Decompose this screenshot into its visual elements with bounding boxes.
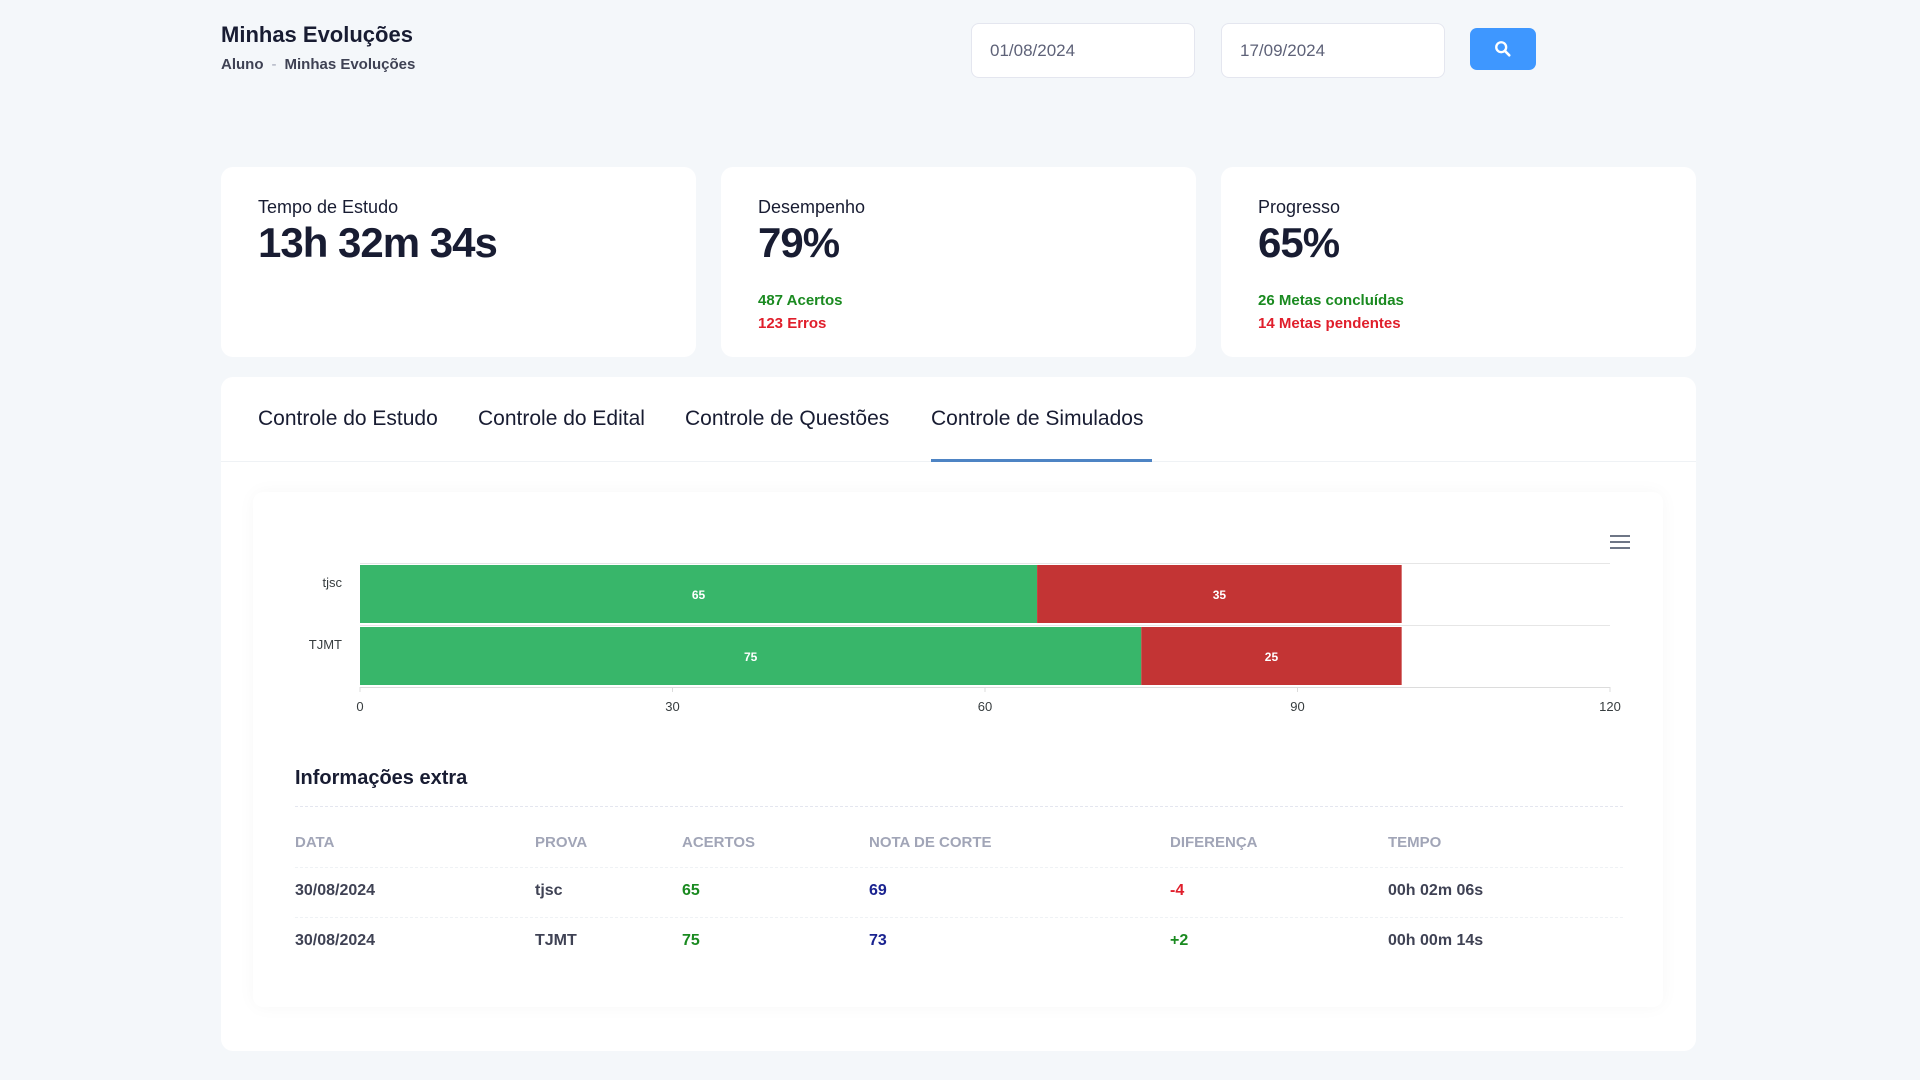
bar-data-label: 75 [744,650,758,664]
breadcrumb-item-current: Minhas Evoluções [284,56,416,73]
hamburger-menu-icon[interactable] [1610,535,1630,551]
cell-exam: TJMT [535,932,577,949]
goals-pending: 14 Metas pendentes [1258,315,1401,332]
breadcrumb-item-aluno[interactable]: Aluno [221,56,264,73]
progress-label: Progresso [1258,197,1341,217]
cell-diff: +2 [1170,932,1189,949]
cell-date: 30/08/2024 [295,882,376,899]
performance-label: Desempenho [758,197,866,217]
column-header-prova: PROVA [535,834,588,851]
cell-time: 00h 00m 14s [1388,932,1484,949]
category-label: TJMT [309,637,342,652]
tab-controle-de-simulados[interactable]: Controle de Simulados [931,407,1144,430]
column-header-acertos: ACERTOS [682,834,756,851]
category-label: tjsc [323,575,343,590]
column-header-diferenca: DIFERENÇA [1170,834,1258,851]
bar-segment [360,565,1038,623]
errors-count: 123 Erros [758,315,827,332]
start-date-input[interactable] [971,23,1195,78]
simulados-bar-chart: 0 30 60 90 120 tjsc 65 35 TJMT 75 25 [309,563,1621,714]
cell-hits: 75 [682,932,700,949]
cell-date: 30/08/2024 [295,932,376,949]
section-divider [295,806,1623,807]
study-time-card: Tempo de Estudo 13h 32m 34s [221,167,696,357]
search-button[interactable] [1470,28,1536,70]
performance-card: Desempenho 79% 487 Acertos 123 Erros [721,167,1196,357]
active-tab-indicator [931,459,1152,462]
cell-exam: tjsc [535,882,563,899]
page-header: Minhas Evoluções Aluno - Minhas Evoluçõe… [221,22,415,73]
search-icon [1495,41,1511,57]
bar-data-label: 35 [1213,588,1227,602]
bar-data-label: 25 [1265,650,1279,664]
cell-cutoff: 69 [869,882,887,899]
progress-card: Progresso 65% 26 Metas concluídas 14 Met… [1221,167,1696,357]
bar-segment [1141,627,1402,685]
end-date-input[interactable] [1221,23,1445,78]
extra-info-title: Informações extra [295,767,468,789]
hits-count: 487 Acertos [758,292,843,309]
tab-controle-do-edital[interactable]: Controle do Edital [478,407,645,430]
row-divider [295,867,1623,868]
progress-value: 65% [1258,219,1340,266]
breadcrumb-separator: - [271,56,277,73]
breadcrumb: Aluno - Minhas Evoluções [221,56,415,73]
tab-controle-do-estudo[interactable]: Controle do Estudo [258,407,438,430]
tab-controle-de-questoes[interactable]: Controle de Questões [685,407,890,430]
x-tick-label: 60 [978,699,992,714]
column-header-nota-de-corte: NOTA DE CORTE [869,834,992,851]
cell-time: 00h 02m 06s [1388,882,1484,899]
cell-cutoff: 73 [869,932,887,949]
performance-value: 79% [758,219,840,266]
study-time-value: 13h 32m 34s [258,219,498,266]
bar-segment [360,627,1142,685]
x-tick-label: 0 [356,699,363,714]
bar-segment [1037,565,1402,623]
tab-bar: Controle do Estudo Controle do Edital Co… [221,377,1696,462]
cell-diff: -4 [1170,882,1185,899]
goals-done: 26 Metas concluídas [1258,292,1404,309]
x-tick-label: 30 [665,699,679,714]
x-tick-label: 120 [1599,699,1621,714]
column-header-data: DATA [295,834,335,851]
column-header-tempo: TEMPO [1388,834,1442,851]
row-divider [295,917,1623,918]
x-tick-label: 90 [1290,699,1304,714]
study-time-label: Tempo de Estudo [258,197,399,217]
bar-data-label: 65 [692,588,706,602]
page-title: Minhas Evoluções [221,22,413,47]
cell-hits: 65 [682,882,700,899]
